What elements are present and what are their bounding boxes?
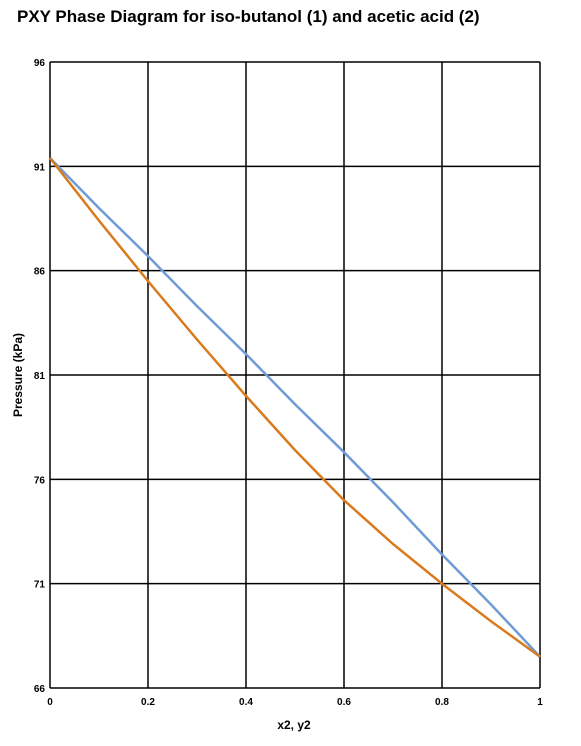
tick-labels: 0 0.2 0.4 0.6 0.8 1 66 71 76 81 86 91 96 [34,58,543,708]
grid [49,61,541,689]
x-tick-label: 0.2 [141,697,155,708]
y-tick-label: 96 [34,58,46,69]
x-axis-label: x2, y2 [277,718,311,732]
y-tick-label: 76 [34,475,46,486]
x-tick-label: 0.4 [239,697,253,708]
y-tick-label: 91 [34,162,46,173]
x-tick-label: 1 [537,697,543,708]
series-line-2 [49,157,541,658]
x-tick-label: 0.6 [337,697,351,708]
y-tick-label: 66 [34,684,46,695]
series-line-1 [49,157,541,658]
x-tick-label: 0.8 [435,697,449,708]
y-tick-label: 81 [34,371,46,382]
x-tick-label: 0 [47,697,53,708]
y-tick-label: 71 [34,580,46,591]
y-axis-label: Pressure (kPa) [11,333,25,417]
series-group [49,157,541,658]
y-tick-label: 86 [34,267,46,278]
chart-title: PXY Phase Diagram for iso-butanol (1) an… [17,7,480,26]
